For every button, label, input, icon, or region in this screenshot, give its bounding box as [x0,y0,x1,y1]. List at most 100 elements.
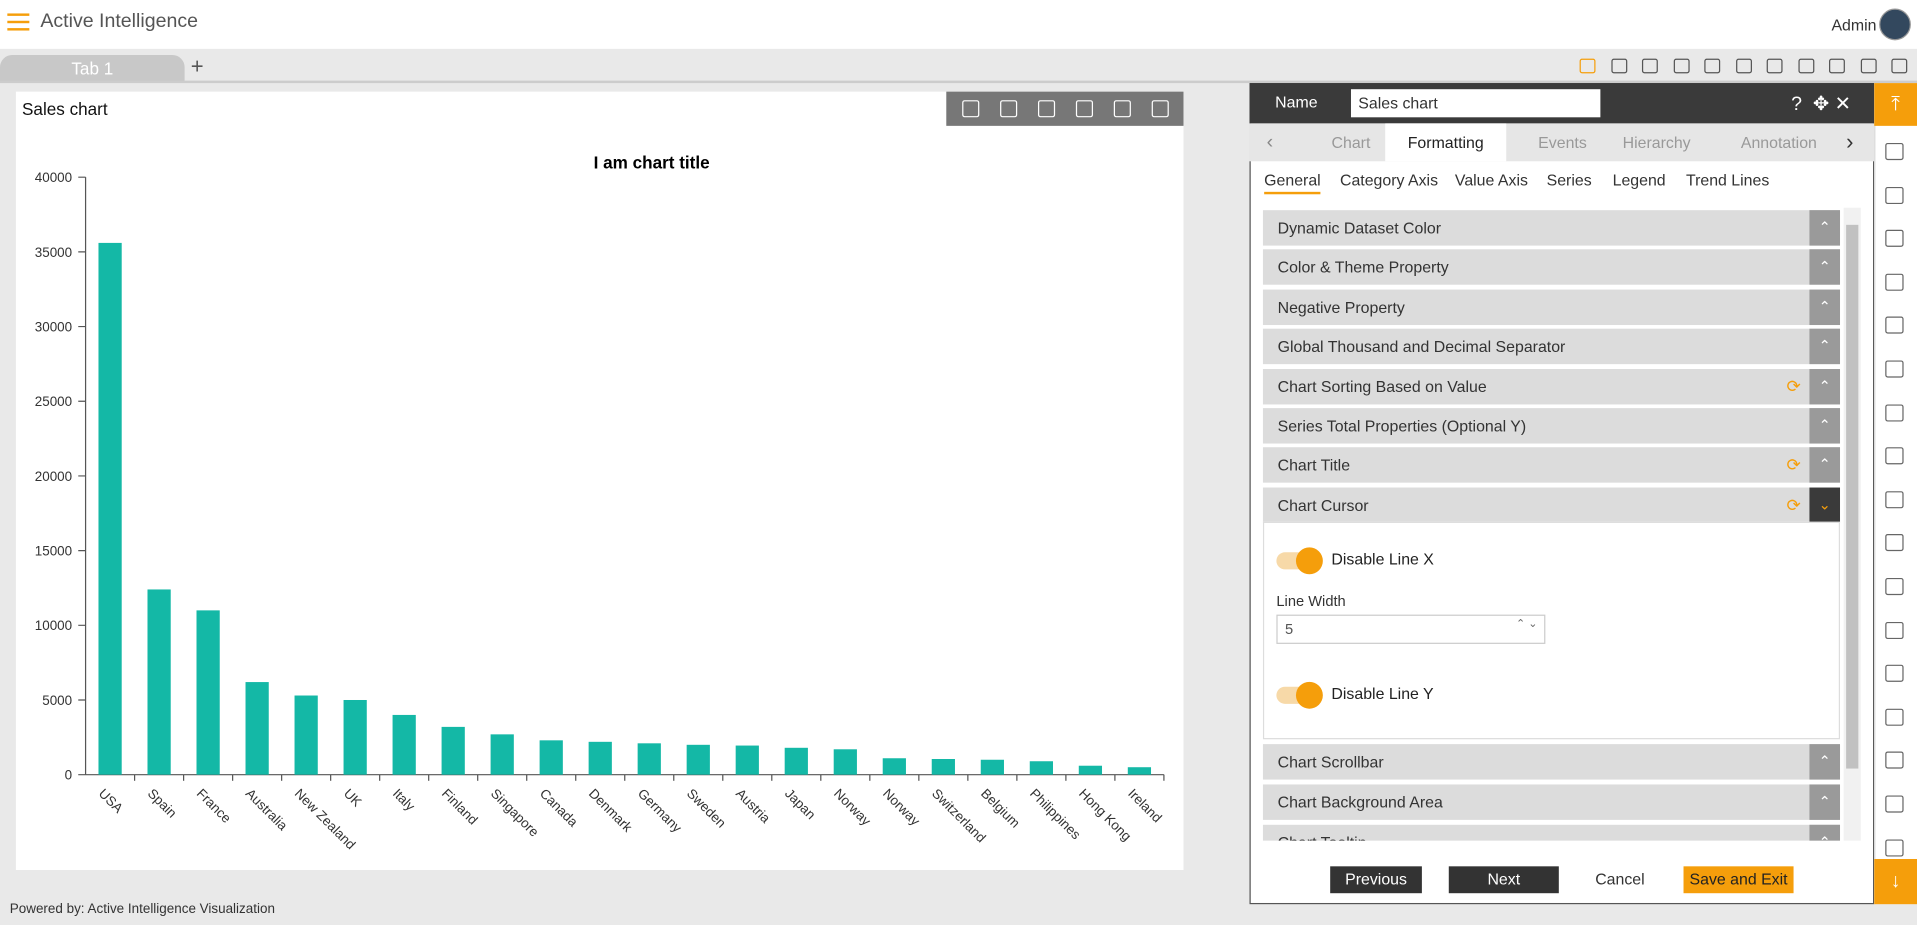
side-icon[interactable] [1885,360,1904,378]
side-icon[interactable] [1885,621,1904,639]
button[interactable]: Save and Exit [1683,866,1794,894]
bar [343,699,367,775]
section[interactable]: Negative Property ⌃ [1262,289,1841,325]
section[interactable]: Chart Scrollbar ⌃ [1262,744,1841,780]
button[interactable]: Next [1448,866,1559,894]
section[interactable]: Dynamic Dataset Color ⌃ [1262,210,1841,246]
button[interactable]: Cancel [1564,866,1675,894]
toolbar-icon[interactable] [1704,58,1721,74]
sub-tab[interactable]: Trend Lines [1685,171,1770,190]
side-icon[interactable] [1885,229,1904,248]
side-icon[interactable] [1885,664,1904,683]
sub-tab[interactable]: General [1264,171,1321,195]
side-icon[interactable] [1885,708,1904,726]
sub-tab[interactable]: Series [1546,171,1592,190]
section-toggle[interactable]: ⌄ [1809,487,1841,523]
section-title: Chart Background Area [1277,793,1443,812]
side-icon[interactable] [1885,795,1904,813]
sub-tab[interactable]: Value Axis [1454,171,1528,190]
section-toggle[interactable]: ⌃ [1809,289,1841,325]
section[interactable]: Chart Cursor ⌄ ⟳ [1262,487,1841,523]
toolbar-icon[interactable] [1829,58,1845,74]
section-toggle[interactable]: ⌃ [1809,744,1841,780]
widget-tool[interactable] [962,100,980,118]
y-tick-label: 20000 [35,469,72,484]
side-icon[interactable] [1885,403,1904,422]
side-icon[interactable] [1885,534,1904,552]
side-icon[interactable] [1885,273,1904,291]
side-bottom[interactable]: ↓ [1874,858,1917,905]
side-icon[interactable] [1885,490,1904,509]
toolbar-icon[interactable] [1610,58,1627,74]
toolbar-icon[interactable] [1891,58,1908,74]
button[interactable]: Previous [1330,866,1422,894]
panel-tab[interactable]: Formatting [1385,123,1507,162]
toolbar-icon[interactable] [1579,58,1596,74]
section-toggle[interactable]: ⌃ [1809,447,1841,484]
section[interactable]: Series Total Properties (Optional Y) ⌃ [1262,408,1841,444]
toggle-knob[interactable] [1295,547,1323,575]
menu-button[interactable] [7,13,30,31]
bar [294,695,318,775]
widget-tool[interactable] [1000,100,1018,118]
side-bar [1874,83,1917,905]
toolbar-icon[interactable] [1673,58,1690,74]
refresh-icon[interactable]: ⟳ [1786,375,1801,396]
toolbar-icon[interactable] [1860,58,1877,74]
panel-tab[interactable]: Chart [1331,133,1371,152]
sub-tab[interactable]: Category Axis [1339,171,1439,190]
avatar[interactable] [1879,8,1911,41]
panel-tab[interactable]: Annotation [1740,133,1817,152]
section[interactable]: Chart Tooltip ⌃ [1262,824,1841,841]
user-name[interactable]: Admin [1831,15,1877,35]
side-icon[interactable] [1885,316,1904,335]
name-input[interactable]: Sales chart [1350,89,1601,118]
tab-next[interactable]: › [1846,129,1854,154]
number-input[interactable]: 5 [1276,614,1546,644]
bar [686,744,710,775]
toolbar-icon[interactable] [1641,58,1658,74]
footer: Powered by: Active Intelligence Visualiz… [9,901,275,917]
section[interactable]: Global Thousand and Decimal Separator ⌃ [1262,328,1841,365]
scrollbar[interactable] [1843,207,1861,841]
toolbar-icon[interactable] [1797,58,1814,74]
section-toggle[interactable]: ⌃ [1809,210,1841,246]
spinner[interactable]: ⌃ ⌄ [1516,617,1538,630]
side-icon[interactable] [1885,186,1904,204]
side-icon[interactable] [1885,142,1904,161]
toggle-knob[interactable] [1295,681,1323,709]
toolbar-icon[interactable] [1766,58,1783,74]
tab-prev[interactable]: ‹ [1266,131,1274,153]
refresh-icon[interactable]: ⟳ [1786,455,1801,475]
panel-tab[interactable]: Hierarchy [1622,133,1691,152]
sub-tab[interactable]: Legend [1612,171,1666,190]
side-icon[interactable] [1885,577,1904,596]
section-toggle[interactable]: ⌃ [1809,368,1841,404]
widget-tool[interactable] [1037,100,1056,118]
y-tick-label: 30000 [35,319,72,334]
widget-tool[interactable] [1113,100,1131,118]
section[interactable]: Color & Theme Property ⌃ [1262,249,1841,286]
section[interactable]: Chart Title ⌃ ⟳ [1262,447,1841,484]
side-top[interactable]: ⤒ [1874,83,1917,126]
side-icon[interactable] [1885,447,1904,465]
panel-actions[interactable]: ? ✥ ✕ [1791,94,1852,115]
widget-tool[interactable] [1151,100,1169,118]
section-toggle[interactable]: ⌃ [1809,824,1841,841]
section-title: Chart Scrollbar [1277,752,1384,772]
section-toggle[interactable]: ⌃ [1809,249,1841,286]
section-toggle[interactable]: ⌃ [1809,328,1841,365]
section[interactable]: Chart Sorting Based on Value ⌃ ⟳ [1262,368,1841,404]
refresh-icon[interactable]: ⟳ [1786,494,1801,515]
toolbar-icon[interactable] [1735,58,1752,74]
side-icon[interactable] [1885,838,1904,857]
widget-tool[interactable] [1075,100,1094,118]
section-toggle[interactable]: ⌃ [1809,784,1841,820]
add-tab[interactable]: + [190,53,204,79]
section-toggle[interactable]: ⌃ [1809,408,1841,444]
panel-tab[interactable]: Events [1538,133,1587,152]
tab[interactable]: Tab 1 [0,54,185,82]
side-icon[interactable] [1885,751,1904,770]
section[interactable]: Chart Background Area ⌃ [1262,784,1841,820]
